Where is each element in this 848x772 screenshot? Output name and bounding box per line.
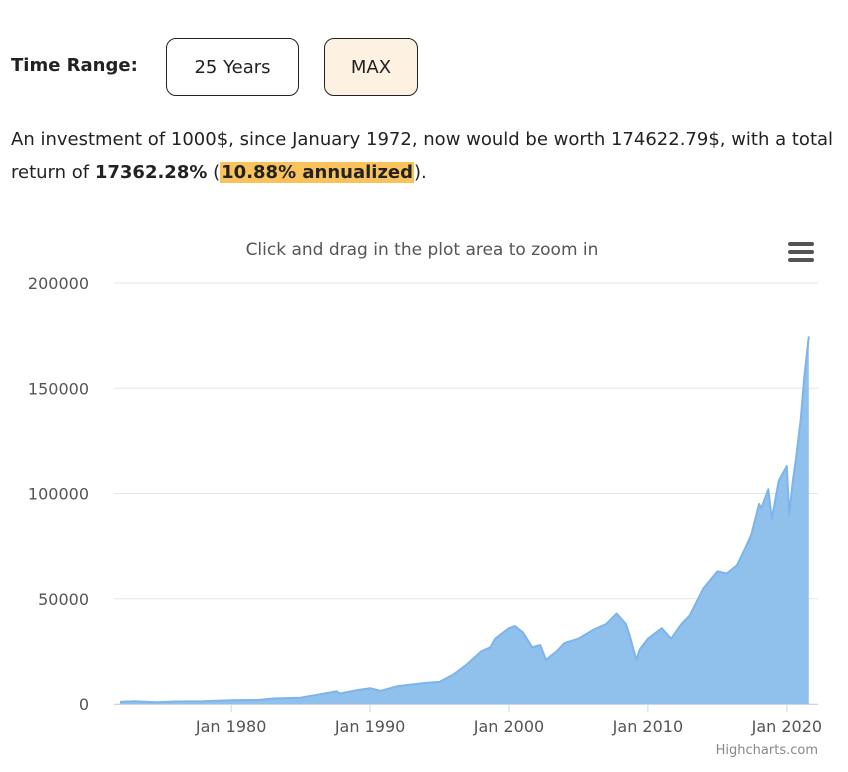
x-tick-label-2: Jan 2000 bbox=[473, 717, 544, 736]
series-line[interactable] bbox=[119, 336, 810, 704]
y-tick-label-3: 150000 bbox=[28, 379, 89, 398]
annualized-return-highlight: 10.88% annualized bbox=[220, 162, 415, 183]
time-range-label: Time Range: bbox=[11, 55, 138, 76]
chart-subtitle: Click and drag in the plot area to zoom … bbox=[246, 240, 599, 260]
x-tick-label-3: Jan 2010 bbox=[612, 717, 683, 736]
total-return-value: 17362.28% bbox=[94, 162, 208, 183]
y-tick-label-4: 200000 bbox=[28, 274, 89, 293]
y-tick-label-0: 0 bbox=[79, 695, 89, 714]
range-max-button[interactable]: MAX bbox=[324, 38, 418, 96]
range-25-years-button[interactable]: 25 Years bbox=[166, 38, 299, 96]
y-tick-label-1: 50000 bbox=[38, 590, 89, 609]
plot-area[interactable] bbox=[119, 336, 810, 704]
y-axis-labels: 0 50000 100000 150000 200000 bbox=[28, 274, 89, 714]
series-area[interactable] bbox=[120, 336, 809, 704]
investment-summary: An investment of 1000$, since January 19… bbox=[11, 123, 837, 189]
x-axis: Jan 1980 Jan 1990 Jan 2000 Jan 2010 Jan 2020 bbox=[114, 704, 822, 736]
summary-text-1: An investment of 1000$, since January 19… bbox=[11, 129, 834, 183]
x-tick-label-4: Jan 2020 bbox=[751, 717, 822, 736]
y-tick-label-2: 100000 bbox=[28, 485, 89, 504]
summary-text-2: ( bbox=[207, 162, 221, 183]
x-tick-label-0: Jan 1980 bbox=[195, 717, 266, 736]
x-tick-label-1: Jan 1990 bbox=[334, 717, 405, 736]
summary-text-3: ). bbox=[414, 162, 427, 183]
chart-credits[interactable]: Highcharts.com bbox=[716, 743, 818, 758]
chart-menu-icon[interactable] bbox=[788, 242, 814, 262]
performance-area-chart[interactable]: Click and drag in the plot area to zoom … bbox=[0, 225, 848, 772]
